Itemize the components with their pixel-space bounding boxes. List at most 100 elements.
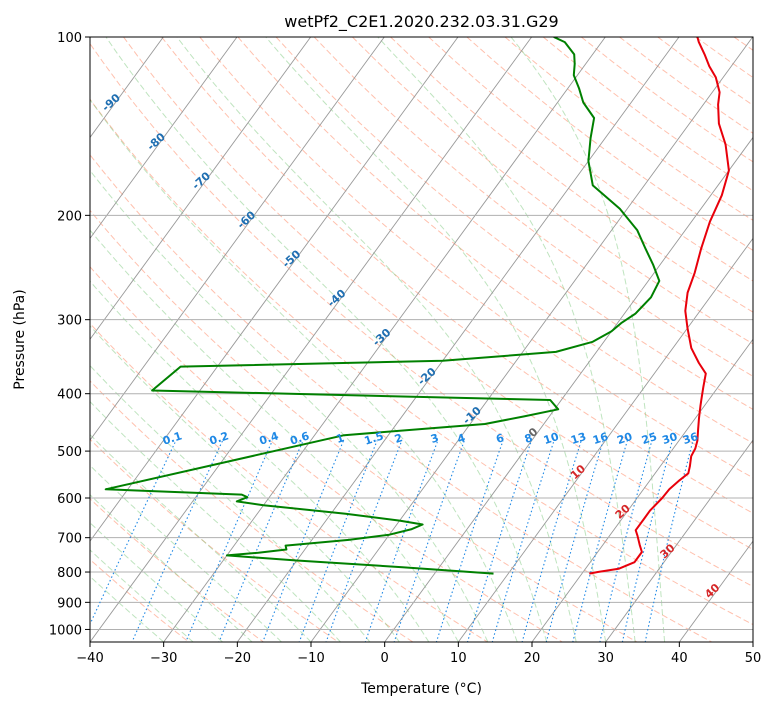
isotherm-line <box>384 136 753 642</box>
mixing-ratio-line <box>90 440 177 626</box>
mixing-ratio-line <box>364 440 439 642</box>
mixing-ratio-line <box>491 440 555 642</box>
isotherm-line <box>90 37 238 240</box>
isotherm-label: 40 <box>702 581 722 601</box>
x-tick-label: −30 <box>150 651 177 666</box>
mixing-ratio-label: 0.6 <box>288 429 311 447</box>
moist-adiabat-line <box>90 280 430 642</box>
mixing-ratio-label: 16 <box>591 430 610 447</box>
y-tick-label: 400 <box>57 388 82 403</box>
background-lines <box>90 37 753 642</box>
y-tick-label: 200 <box>57 209 82 224</box>
moist-adiabat-line <box>176 37 577 642</box>
isotherm-line <box>90 37 312 341</box>
isotherm-line <box>90 37 385 441</box>
x-tick-label: 0 <box>381 651 389 666</box>
dry-adiabat-line <box>428 37 753 282</box>
mixing-ratio-label: 0.2 <box>208 429 231 447</box>
y-axis-label: Pressure (hPa) <box>12 289 28 389</box>
y-tick-label: 300 <box>57 314 82 329</box>
temperature-profile-line <box>589 37 730 575</box>
moist-adiabat-line <box>90 575 165 642</box>
y-axis-ticks: 100 200 300 400 500 600 700 800 900 1000 <box>49 31 90 638</box>
isotherm-label: 20 <box>613 502 633 522</box>
isotherm-line <box>236 37 680 642</box>
mixing-ratio-line <box>262 440 345 642</box>
isotherm-line <box>531 338 753 642</box>
isotherm-label: 10 <box>568 462 588 482</box>
mixing-ratio-line <box>521 440 582 642</box>
plot-frame <box>89 36 754 643</box>
moist-adiabat-line <box>90 229 459 642</box>
isotherm-line <box>457 237 753 642</box>
chart-title: wetPf2_C2E1.2020.232.03.31.G29 <box>284 12 558 32</box>
isotherm-label: -100 <box>51 49 80 77</box>
mixing-ratio-line <box>393 440 465 642</box>
y-tick-label: 800 <box>57 566 82 581</box>
mixing-ratio-label: 20 <box>615 430 634 447</box>
dewpoint-profile-line <box>104 37 661 575</box>
mixing-ratio-label: 36 <box>681 430 700 447</box>
x-axis-label: Temperature (°C) <box>360 681 482 697</box>
isotherm-label: -20 <box>415 365 439 388</box>
moist-adiabat-line <box>90 522 223 642</box>
mixing-ratio-label: 4 <box>456 431 468 446</box>
isotherm-label: -60 <box>235 208 259 231</box>
dry-adiabat-line <box>90 209 639 642</box>
dry-adiabat-line <box>90 265 564 642</box>
moist-adiabat-line <box>510 37 666 642</box>
dry-adiabat-line <box>352 37 753 345</box>
dry-adiabat-line <box>504 37 753 221</box>
mixing-ratio-label: 6 <box>494 431 506 446</box>
isotherm-line <box>678 540 753 642</box>
moist-adiabat-line <box>265 37 607 642</box>
x-axis-ticks: −40 −30 −20 −10 0 10 20 30 40 50 <box>76 642 761 666</box>
moist-adiabat-line <box>105 37 548 642</box>
mixing-ratio-line <box>599 440 653 642</box>
dry-adiabat-line <box>733 37 753 51</box>
isotherm-label: -80 <box>145 130 169 153</box>
mixing-ratio-label: 2 <box>393 431 404 446</box>
dry-adiabat-line <box>90 438 340 642</box>
mixing-ratio-line <box>298 440 378 642</box>
dry-adiabat-line <box>90 42 753 588</box>
x-tick-label: −40 <box>76 651 103 666</box>
mixing-ratio-label: 30 <box>661 430 680 447</box>
moist-adiabat-line <box>90 433 312 642</box>
mixing-ratio-line <box>545 440 604 642</box>
mixing-ratio-label: 8 <box>523 431 534 446</box>
moist-adiabat-line <box>90 98 518 642</box>
dry-adiabat-line <box>199 37 753 479</box>
mixing-ratio-line <box>185 440 273 642</box>
sounding-profiles <box>104 37 730 575</box>
mixing-ratio-label: 1 <box>335 431 346 446</box>
mixing-ratio-line <box>218 440 304 642</box>
mixing-ratio-label: 0.4 <box>258 429 281 447</box>
dry-adiabat-line <box>90 558 190 642</box>
isotherm-line <box>605 439 753 642</box>
isotherm-label: 30 <box>658 541 678 561</box>
mixing-ratio-line <box>325 440 403 642</box>
dry-adiabat-line <box>619 37 753 134</box>
dry-adiabat-line <box>123 37 753 551</box>
dry-adiabat-line <box>90 322 489 642</box>
isotherm-label: -50 <box>280 247 304 270</box>
mixing-ratio-label: 13 <box>569 430 588 447</box>
x-tick-label: 50 <box>745 651 762 666</box>
y-tick-label: 100 <box>57 31 82 46</box>
mixing-ratio-label: 0.1 <box>161 429 184 447</box>
x-tick-label: −10 <box>297 651 324 666</box>
mixing-ratio-line <box>131 440 224 642</box>
moist-adiabat-line <box>90 464 282 642</box>
y-tick-label: 1000 <box>49 623 82 638</box>
mixing-ratio-line <box>572 440 628 642</box>
moist-adiabat-line <box>90 169 489 642</box>
dry-adiabat-line <box>90 498 265 642</box>
x-tick-label: 20 <box>524 651 541 666</box>
moist-adiabat-line <box>90 364 371 642</box>
mixing-ratio-label: 10 <box>542 430 561 447</box>
mixing-ratio-line <box>435 440 504 642</box>
moist-adiabat-line <box>90 325 400 642</box>
mixing-ratio-label: 1.5 <box>363 429 386 447</box>
